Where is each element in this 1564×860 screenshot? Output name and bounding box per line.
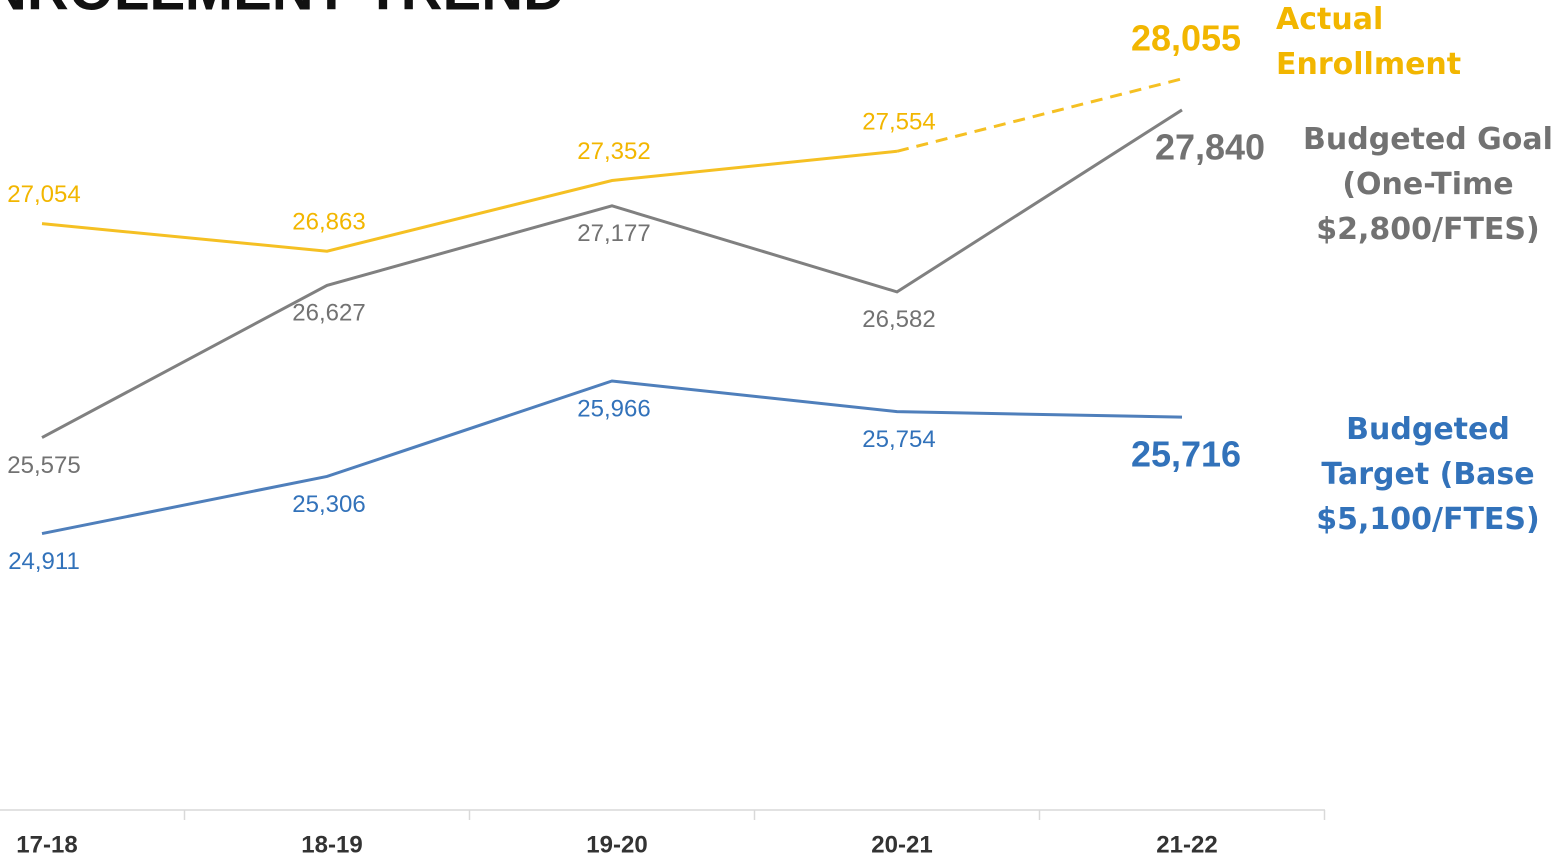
line-projection	[896, 77, 1183, 153]
data-label: 25,966	[577, 395, 650, 422]
line	[41, 379, 1183, 536]
line	[41, 108, 1183, 439]
data-label: 26,627	[292, 300, 365, 327]
x-tick-label: 18-19	[301, 831, 362, 858]
x-tick-label: 20-21	[871, 831, 932, 858]
series-label: Budgeted Goal (One-Time $2,800/FTES)	[1303, 122, 1553, 247]
data-label: 26,582	[862, 306, 935, 333]
data-label: 24,911	[8, 548, 80, 575]
data-label-final: 25,716	[1131, 434, 1241, 475]
data-label-final: 28,055	[1131, 17, 1241, 58]
data-label: 25,754	[862, 426, 935, 453]
chart-title: ENROLLMENT TREND	[0, 0, 565, 22]
line	[41, 149, 898, 253]
data-label: 27,054	[7, 181, 80, 208]
x-tick-label: 17-18	[16, 831, 77, 858]
data-label: 27,554	[862, 109, 935, 136]
data-label: 25,575	[7, 452, 80, 479]
data-label: 27,352	[577, 138, 650, 165]
series-label: Budgeted Target (Base $5,100/FTES)	[1316, 412, 1540, 537]
data-label-final: 27,840	[1155, 126, 1265, 167]
data-label: 25,306	[292, 491, 365, 518]
x-tick-label: 19-20	[586, 831, 647, 858]
data-label: 26,863	[292, 209, 365, 236]
data-label: 27,177	[577, 220, 650, 247]
series-label: Actual Enrollment	[1276, 2, 1462, 82]
x-tick-label: 21-22	[1156, 831, 1217, 858]
